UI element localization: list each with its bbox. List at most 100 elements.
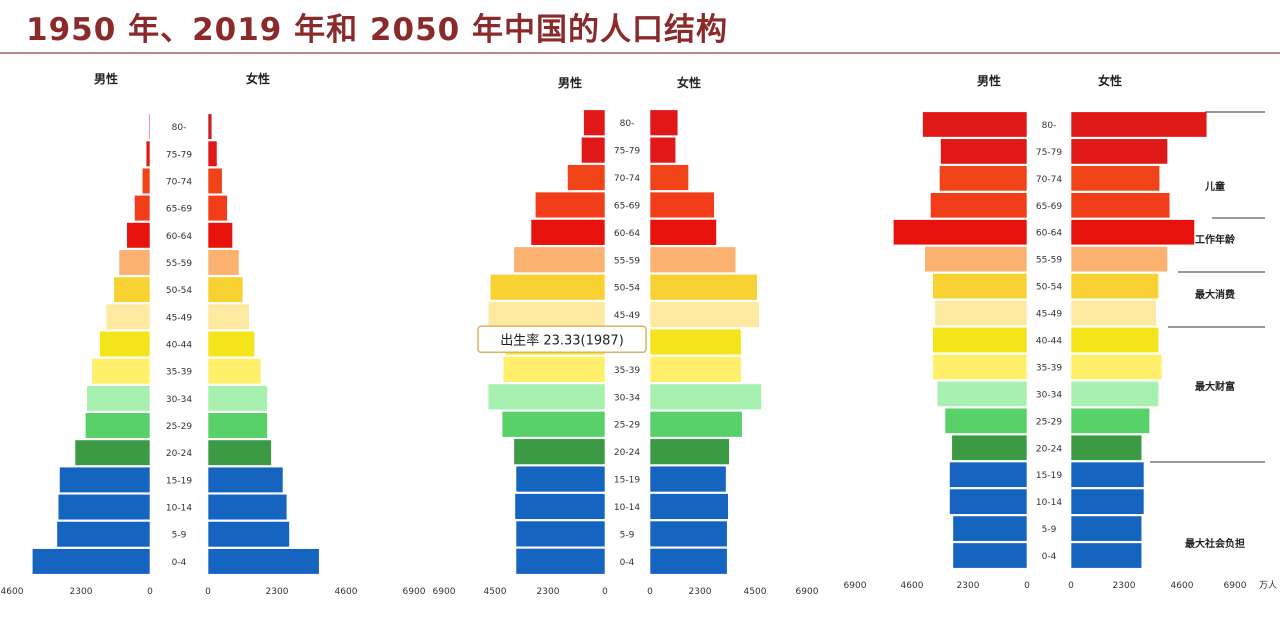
age-group-label: 55-59	[166, 259, 192, 269]
female-bar	[1070, 407, 1150, 434]
age-group-label: 80-	[620, 119, 635, 129]
x-tick-label: 2300	[537, 587, 560, 597]
female-bar	[207, 167, 223, 195]
age-group-label: 45-49	[166, 313, 192, 323]
male-bar	[932, 327, 1028, 353]
x-tick-label: 6900	[1224, 581, 1247, 591]
age-group-label: 70-74	[166, 177, 192, 187]
male-bar	[145, 140, 151, 167]
male-bar	[514, 493, 606, 520]
x-tick-label: 6900	[433, 587, 456, 597]
female-bar	[649, 136, 677, 164]
age-group-label: 5-9	[1042, 525, 1057, 535]
female-bar	[649, 246, 737, 273]
male-bar	[86, 385, 151, 412]
female-bar	[207, 385, 268, 412]
male-bar	[940, 138, 1028, 165]
x-tick-label: 2300	[266, 587, 289, 597]
male-bar	[530, 219, 606, 246]
male-bar	[487, 383, 606, 411]
age-group-label: 55-59	[1036, 256, 1062, 266]
age-group-label: 10-14	[166, 504, 192, 514]
male-bar	[91, 358, 151, 385]
female-bar	[1070, 300, 1157, 327]
female-bar	[1070, 515, 1143, 542]
age-group-label: 80-	[1042, 121, 1057, 131]
male-header: 男性	[94, 71, 118, 86]
age-group-label: 75-79	[1036, 148, 1062, 158]
female-bar	[649, 109, 679, 136]
male-bar	[534, 191, 606, 219]
x-tick-label: 4600	[1, 587, 24, 597]
male-bar	[934, 300, 1028, 327]
female-bar	[649, 191, 715, 219]
male-bar	[930, 192, 1028, 219]
age-group-label: 25-29	[614, 421, 640, 431]
age-group-label: 55-59	[614, 256, 640, 266]
female-bar	[649, 273, 758, 301]
male-bar	[939, 165, 1028, 192]
age-group-label: 70-74	[614, 174, 640, 184]
title-rule	[0, 52, 1280, 54]
male-bar	[513, 246, 606, 273]
female-bar	[649, 219, 717, 246]
age-group-label: 20-24	[1036, 444, 1062, 454]
side-label: 工作年龄	[1195, 233, 1236, 246]
male-bar	[581, 136, 606, 164]
age-group-label: 35-39	[166, 368, 192, 378]
side-label: 最大财富	[1195, 380, 1235, 393]
age-group-label: 5-9	[620, 530, 635, 540]
female-bar	[1070, 353, 1163, 380]
age-group-label: 65-69	[1036, 202, 1062, 212]
age-group-label: 70-74	[1036, 175, 1062, 185]
male-bar	[134, 195, 151, 222]
female-header: 女性	[1098, 73, 1122, 88]
male-bar	[99, 330, 151, 358]
x-tick-label: 6900	[844, 581, 867, 591]
female-bar	[649, 301, 760, 328]
female-bar	[207, 195, 228, 222]
age-group-label: 75-79	[166, 150, 192, 160]
male-bar	[487, 301, 606, 328]
female-bar	[1070, 434, 1143, 461]
age-group-label: 30-34	[1036, 390, 1062, 400]
female-bar	[649, 520, 728, 548]
age-group-label: 35-39	[614, 366, 640, 376]
male-bar	[31, 548, 151, 575]
female-bar	[649, 493, 729, 520]
female-bar	[1070, 219, 1195, 246]
age-group-label: 0-4	[172, 558, 187, 568]
side-label: 最大消费	[1195, 288, 1235, 301]
female-bar	[207, 330, 255, 358]
male-bar	[118, 249, 151, 276]
age-group-label: 45-49	[614, 311, 640, 321]
age-group-label: 50-54	[614, 284, 640, 294]
age-group-label: 65-69	[614, 201, 640, 211]
female-bar	[207, 249, 240, 276]
age-group-label: 50-54	[166, 286, 192, 296]
x-tick-label: 0	[1024, 581, 1030, 591]
female-bar	[1070, 165, 1161, 192]
female-bar	[207, 521, 290, 548]
male-bar	[113, 276, 151, 303]
female-bar	[207, 493, 288, 521]
male-bar	[951, 434, 1028, 461]
male-bar	[85, 412, 151, 439]
female-header: 女性	[246, 71, 270, 86]
age-group-label: 10-14	[614, 503, 640, 513]
annotation-box	[477, 325, 647, 354]
female-bar	[207, 276, 244, 303]
x-tick-label: 0	[1068, 581, 1074, 591]
age-group-label: 60-64	[614, 229, 640, 239]
x-tick-label: 0	[647, 587, 653, 597]
female-bar	[1070, 542, 1143, 569]
x-tick-label: 4500	[744, 587, 767, 597]
x-tick-label: 0	[602, 587, 608, 597]
annotation-text: 出生率 23.33(1987)	[500, 332, 624, 348]
male-bar	[148, 113, 151, 140]
male-bar	[893, 219, 1028, 246]
side-label: 儿童	[1204, 180, 1225, 193]
age-group-label: 45-49	[1036, 310, 1062, 320]
female-bar	[1070, 380, 1159, 407]
